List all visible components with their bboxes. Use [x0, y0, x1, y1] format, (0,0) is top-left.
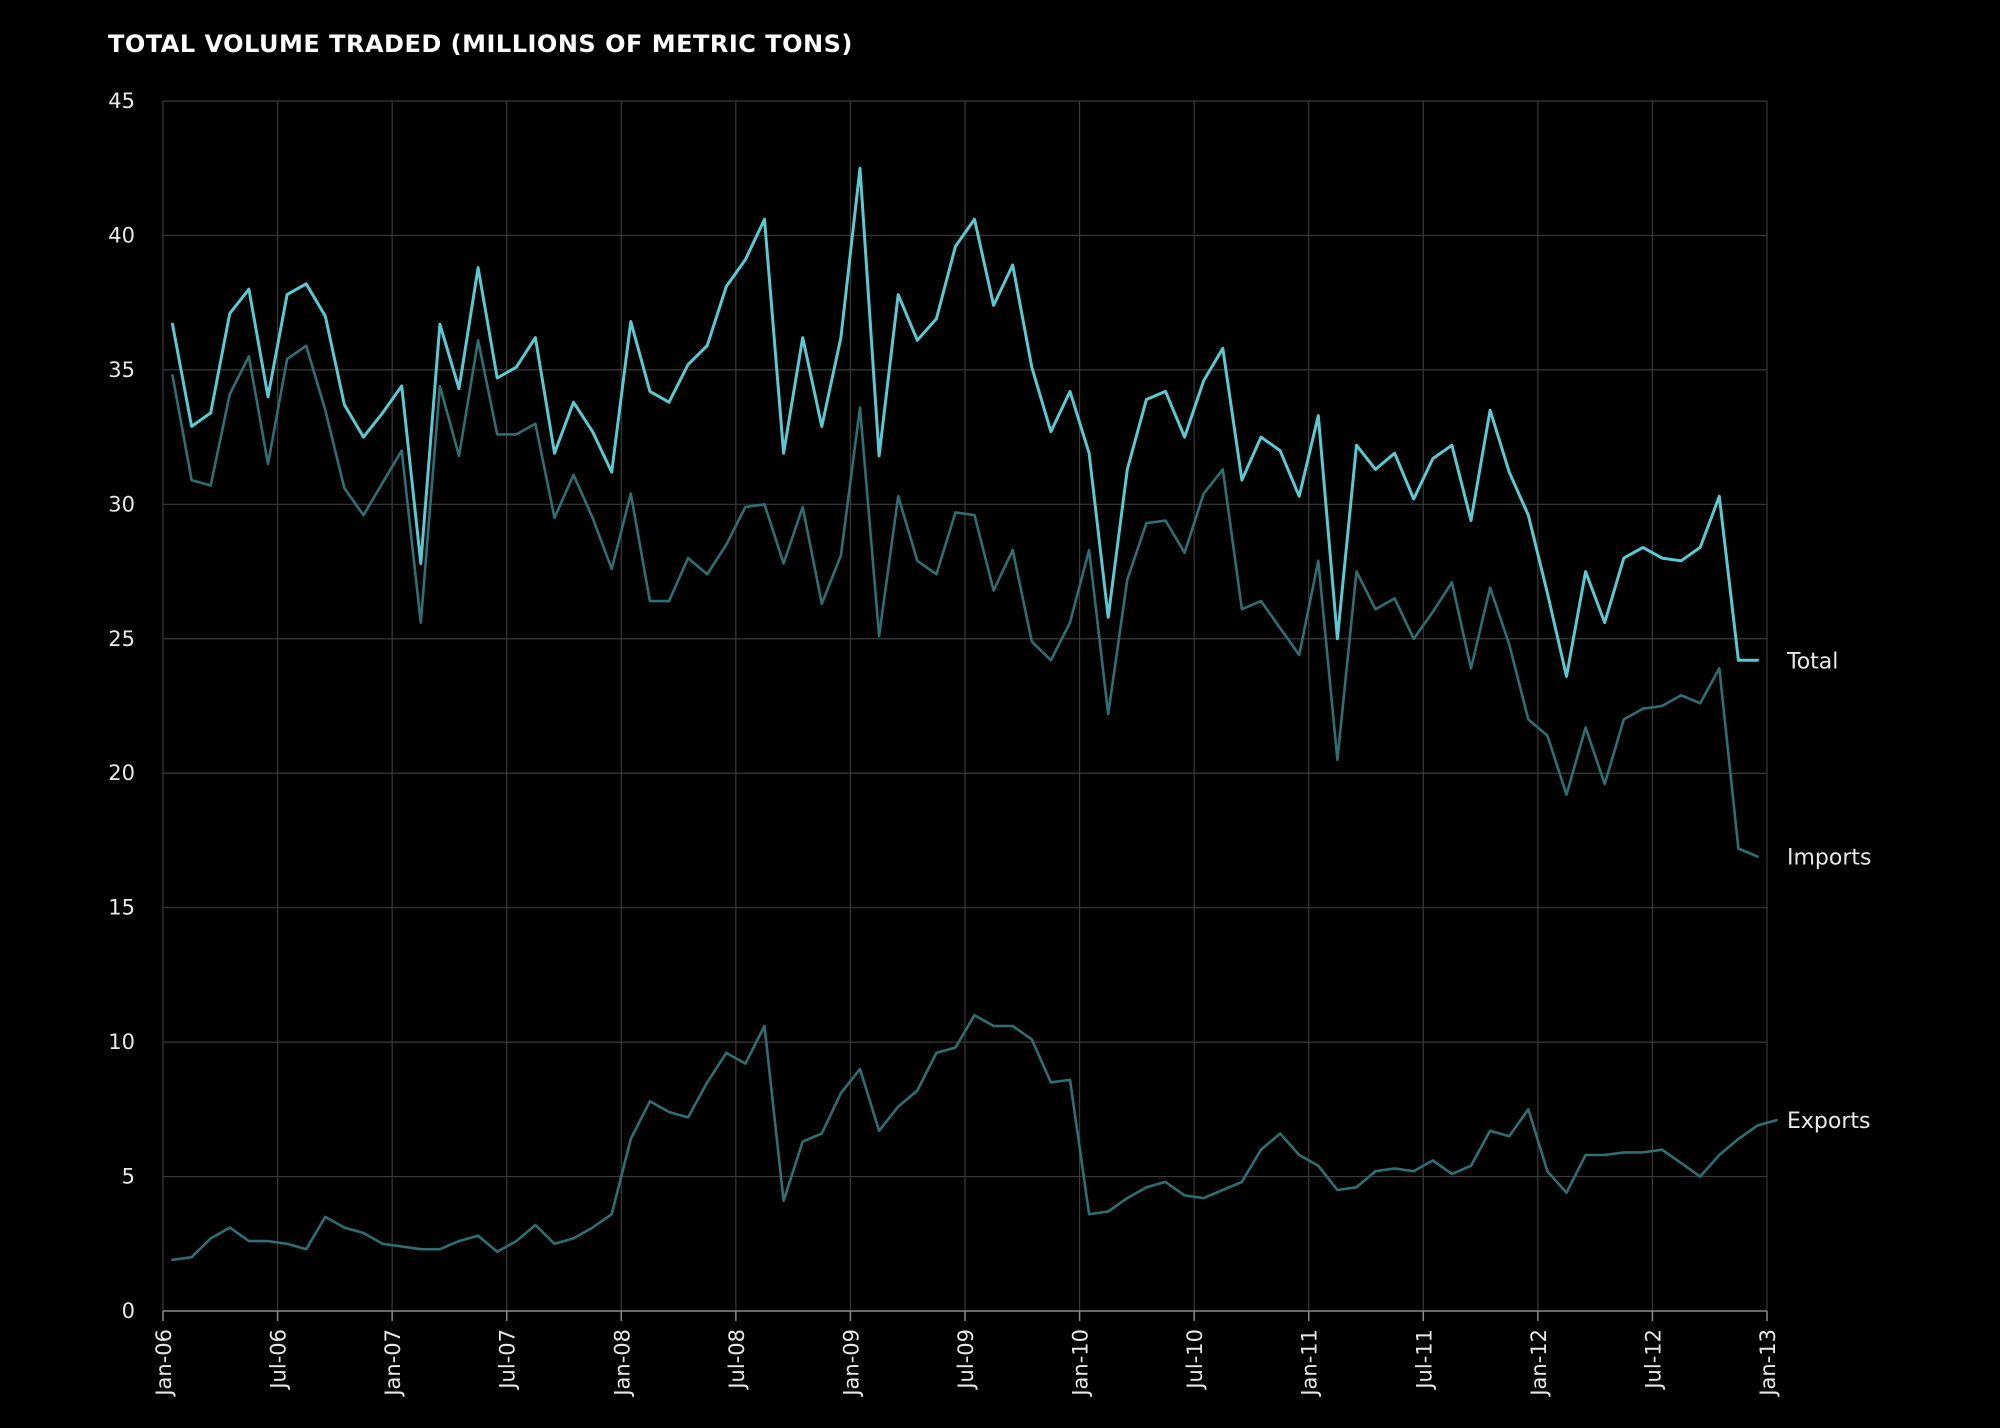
- series-line-imports: [171, 338, 1759, 858]
- x-tick-label: Jan-08: [610, 1329, 634, 1398]
- series-label-exports: Exports: [1787, 1109, 1870, 1134]
- chart-title: TOTAL VOLUME TRADED (MILLIONS OF METRIC …: [108, 30, 853, 58]
- x-tick-label: Jan-07: [381, 1329, 405, 1398]
- y-tick-label: 25: [108, 627, 135, 651]
- x-tick-label: Jul-07: [496, 1329, 520, 1391]
- series-labels: Total Imports Exports: [1786, 649, 1871, 1134]
- x-tick-label: Jan-09: [839, 1329, 863, 1398]
- y-tick-label: 35: [108, 358, 135, 382]
- y-tick-label: 5: [122, 1165, 135, 1189]
- x-tick-label: Jul-12: [1641, 1329, 1665, 1391]
- y-tick-label: 30: [108, 492, 135, 516]
- x-tick-label: Jul-06: [267, 1329, 291, 1391]
- y-tick-label: 10: [108, 1030, 135, 1054]
- y-tick-label: 45: [108, 89, 135, 113]
- x-tick-label: Jan-11: [1298, 1329, 1322, 1398]
- x-tick-label: Jan-06: [152, 1329, 176, 1398]
- x-tick-labels: Jan-06 Jul-06 Jan-07 Jul-07 Jan-08 Jul-08 Jan-…: [152, 1329, 1780, 1398]
- y-tick-label: 0: [122, 1299, 135, 1323]
- x-tick-label: Jan-10: [1069, 1329, 1093, 1398]
- x-tick-label: Jan-13: [1756, 1329, 1780, 1398]
- x-tick-label: Jul-08: [725, 1329, 749, 1391]
- y-tick-label: 20: [108, 761, 135, 785]
- x-tick-label: Jul-09: [954, 1329, 978, 1391]
- series-lines: [171, 166, 1778, 1262]
- grid-lines: [162, 100, 1768, 1311]
- series-label-imports: Imports: [1787, 846, 1871, 871]
- x-tick-label: Jul-10: [1183, 1329, 1207, 1391]
- y-tick-labels: 0 5 10 15 20 25 30 35 40 45: [108, 89, 135, 1323]
- x-tick-label: Jan-12: [1527, 1329, 1551, 1398]
- axes: [162, 1310, 1768, 1321]
- series-line-total: [171, 166, 1759, 678]
- x-tick-label: Jul-11: [1412, 1329, 1436, 1391]
- series-line-exports: [171, 1013, 1778, 1262]
- y-tick-label: 15: [108, 896, 135, 920]
- y-tick-label: 40: [108, 223, 135, 247]
- series-label-total: Total: [1786, 649, 1838, 674]
